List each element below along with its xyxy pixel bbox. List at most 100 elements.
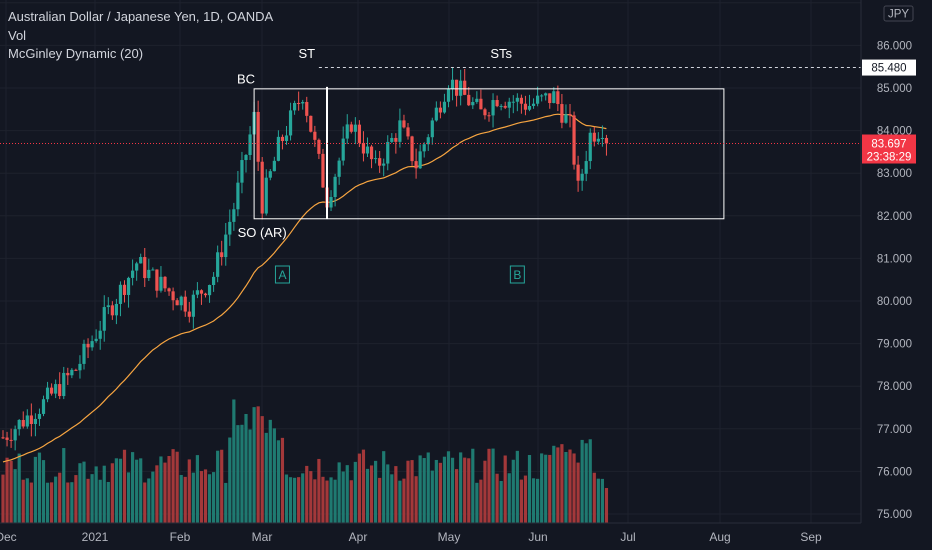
candle-body [78, 363, 82, 371]
volume-bar [199, 471, 204, 523]
candle-body [386, 141, 390, 164]
candle [256, 100, 260, 171]
candle [183, 290, 187, 317]
candle-body [228, 221, 232, 235]
candle [556, 85, 560, 112]
candle [467, 87, 471, 107]
candle [29, 403, 33, 437]
candle-body [349, 124, 353, 132]
volume-bar [459, 452, 463, 523]
candle-body [29, 415, 33, 425]
candle [450, 67, 455, 101]
price-tick-label: 77.000 [877, 424, 912, 436]
volume-bar [422, 458, 426, 523]
candle-body [131, 270, 135, 278]
candle-body [187, 311, 191, 317]
candle-body [224, 234, 228, 258]
resistance-tag-text: 85.480 [871, 63, 906, 75]
volume-bar [596, 478, 600, 523]
candle [353, 117, 357, 145]
volume-bar [438, 462, 442, 523]
candle-body [527, 105, 532, 110]
candle-body [511, 101, 515, 103]
volume-bar [94, 466, 98, 523]
candle [37, 408, 42, 426]
candle [341, 126, 345, 166]
candle [584, 150, 588, 182]
candle [406, 122, 410, 140]
candle [5, 431, 9, 447]
candle [297, 91, 301, 111]
volume-bar [236, 425, 240, 523]
candle [224, 222, 228, 266]
volume-bar [191, 472, 195, 523]
candle [70, 368, 74, 379]
candle-body [276, 136, 280, 161]
candle [41, 395, 46, 417]
candle [548, 93, 552, 109]
candle [175, 298, 179, 306]
candle-body [560, 104, 564, 123]
candle-body [317, 139, 321, 154]
candle [531, 98, 536, 109]
volume-bar [187, 459, 191, 523]
volume-bar [317, 458, 321, 523]
volume-bar [256, 406, 260, 523]
currency-badge-box [883, 5, 914, 22]
mcginley-indicator-label[interactable]: McGinley Dynamic (20) [8, 46, 144, 61]
volume-bar [264, 432, 268, 523]
volume-bar [556, 447, 560, 523]
candle-body [212, 276, 216, 286]
volume-bar [353, 461, 357, 523]
candle-body [199, 290, 204, 294]
candle-body [495, 100, 499, 107]
volume-bar [183, 476, 187, 523]
candle-body [434, 107, 438, 121]
time-tick-label: Sep [800, 530, 822, 544]
volume-bar [131, 452, 135, 523]
candle [147, 258, 151, 281]
volume-indicator-label[interactable]: Vol [8, 27, 27, 43]
candle [345, 114, 349, 144]
candle-body [321, 153, 325, 188]
volume-bar [507, 473, 511, 523]
candle [187, 301, 191, 323]
mcginley-dynamic-line [2, 113, 607, 463]
volume-bar [341, 471, 345, 523]
candle-body [446, 89, 451, 102]
annotation-label-2: ST [298, 46, 315, 61]
volume-bar [390, 474, 394, 523]
candle [58, 372, 62, 400]
volume-bar [337, 462, 341, 523]
candle-body [548, 93, 552, 104]
candle-body [9, 439, 13, 441]
candle [580, 168, 584, 191]
candle-body [523, 103, 528, 110]
price-tick-label: 83.000 [877, 168, 912, 180]
candle [13, 425, 17, 451]
candle [276, 130, 280, 162]
volume-bar [455, 469, 459, 523]
candle [438, 101, 442, 119]
candle [284, 125, 289, 145]
candle [398, 108, 402, 148]
candle-body [82, 343, 86, 364]
candle-body [5, 437, 9, 440]
volume-bar [175, 451, 179, 523]
candle-body [552, 91, 556, 104]
candle-body [580, 173, 584, 181]
volume-bar [1, 474, 5, 523]
candle-body [442, 101, 447, 113]
volume-bar [163, 462, 167, 523]
candle [126, 276, 131, 308]
volume-bar [207, 474, 212, 523]
volume-bar [442, 456, 447, 523]
candle-body [159, 276, 163, 291]
candle-body [426, 137, 430, 145]
candle [523, 95, 528, 116]
volume-bar [82, 461, 86, 523]
volume-bar [135, 459, 139, 523]
annotation-label-4: SO (AR) [238, 225, 287, 240]
